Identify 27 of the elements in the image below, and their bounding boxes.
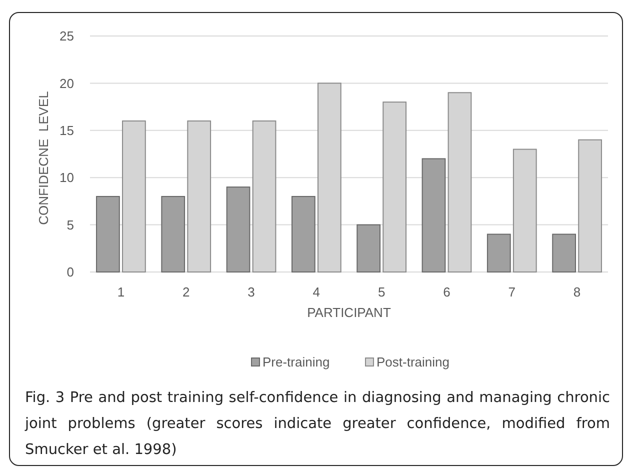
y-tick-label: 20 bbox=[60, 76, 74, 91]
y-tick-label: 15 bbox=[60, 122, 74, 138]
legend-label: Post-training bbox=[376, 354, 450, 370]
x-tick-label: 5 bbox=[378, 284, 386, 300]
y-axis-title: CONFIDECNE LEVEL bbox=[36, 91, 51, 225]
caption: Fig. 3 Pre and post training self-confidence in diagnosing and managing chronic joint problems (greater scores indicate greater confidence, modified from Smucker et al. 1998) bbox=[25, 389, 610, 460]
bar bbox=[161, 196, 186, 272]
y-tick-label: 0 bbox=[66, 264, 74, 280]
x-tick-label: 1 bbox=[117, 284, 125, 300]
y-tick-label: 25 bbox=[60, 28, 74, 44]
x-axis-title: PARTICIPANT bbox=[307, 305, 391, 320]
bar bbox=[422, 158, 446, 272]
legend-label: Pre-training bbox=[262, 354, 330, 370]
x-tick-label: 2 bbox=[182, 284, 190, 300]
bar bbox=[552, 234, 576, 272]
x-tick-label: 4 bbox=[312, 284, 320, 300]
bar bbox=[226, 186, 250, 272]
x-tick-label: 7 bbox=[508, 284, 516, 300]
bar bbox=[291, 196, 316, 272]
bar bbox=[96, 196, 120, 272]
y-tick-label: 10 bbox=[60, 170, 74, 186]
bar bbox=[356, 224, 381, 272]
x-tick-label: 8 bbox=[573, 284, 581, 300]
bar bbox=[486, 234, 511, 272]
x-tick-label: 3 bbox=[248, 284, 255, 300]
x-tick-label: 6 bbox=[443, 284, 450, 300]
y-tick-label: 5 bbox=[66, 217, 74, 232]
